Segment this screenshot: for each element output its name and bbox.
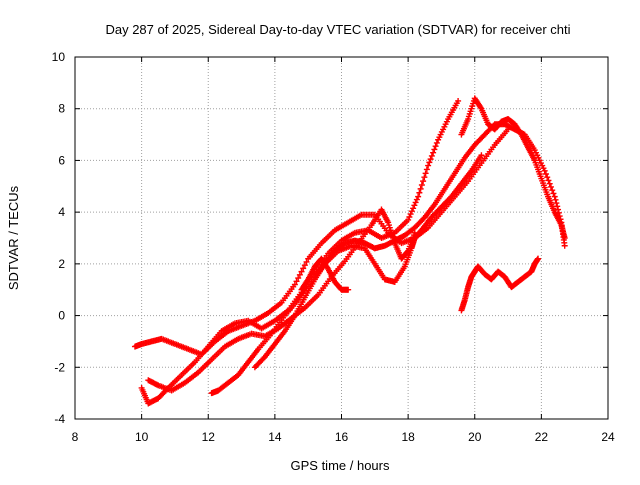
x-tick-label: 12	[202, 430, 216, 444]
data-point-marker	[547, 183, 554, 190]
data-point-marker	[416, 189, 423, 196]
data-point-marker	[421, 174, 428, 181]
tick-layer	[74, 56, 609, 420]
y-tick-label: 8	[58, 102, 65, 116]
data-point-marker	[408, 208, 415, 215]
y-axis-label: SDTVAR / TECUs	[6, 185, 21, 290]
data-point-marker	[423, 166, 430, 173]
y-tick-label: 2	[58, 257, 65, 271]
data-point-marker	[431, 146, 438, 153]
data-point-marker	[412, 199, 419, 206]
data-point-marker	[549, 187, 556, 194]
data-point-marker	[418, 181, 425, 188]
data-point-marker	[405, 216, 412, 223]
data-point-marker	[561, 235, 568, 241]
data-point-marker	[300, 265, 307, 272]
series-track-6	[298, 255, 352, 293]
data-point-marker	[541, 167, 548, 174]
data-point-marker	[415, 193, 422, 200]
data-point-marker	[422, 170, 429, 177]
data-point-marker	[411, 202, 418, 209]
data-point-marker	[293, 278, 300, 285]
data-point-marker	[295, 275, 302, 282]
x-tick-label: 10	[135, 430, 149, 444]
data-point-marker	[433, 139, 440, 146]
chart-title: Day 287 of 2025, Sidereal Day-to-day VTE…	[105, 22, 570, 37]
data-point-marker	[296, 271, 303, 278]
data-point-marker	[553, 200, 560, 207]
data-point-marker	[455, 97, 462, 104]
x-tick-label: 24	[601, 430, 615, 444]
data-point-marker	[550, 190, 557, 197]
data-point-marker	[535, 255, 542, 262]
data-point-marker	[345, 286, 352, 293]
series-track-4	[208, 152, 485, 397]
y-tick-label: -2	[54, 360, 65, 374]
data-point-marker	[303, 258, 310, 265]
y-tick-label: 10	[52, 50, 66, 64]
data-point-marker	[428, 152, 435, 159]
x-tick-label: 8	[72, 430, 79, 444]
data-point-marker	[413, 196, 420, 203]
data-point-marker	[291, 281, 298, 288]
data-point-marker	[551, 193, 558, 200]
x-tick-label: 22	[535, 430, 549, 444]
data-point-marker	[406, 213, 413, 220]
data-point-marker	[561, 242, 568, 249]
x-tick-label: 20	[468, 430, 482, 444]
y-tick-label: 6	[58, 153, 65, 167]
data-point-marker	[430, 149, 437, 156]
data-point-marker	[426, 159, 433, 166]
series-track-8	[458, 255, 542, 314]
x-axis-label: GPS time / hours	[291, 458, 390, 473]
data-point-marker	[425, 162, 432, 169]
data-point-marker	[407, 211, 414, 218]
data-point-marker	[410, 205, 417, 212]
data-point-marker	[427, 156, 434, 163]
data-point-marker	[298, 268, 305, 275]
data-point-marker	[477, 104, 484, 111]
x-tick-label: 16	[335, 430, 349, 444]
data-point-marker	[552, 196, 559, 203]
data-layer	[131, 95, 568, 407]
y-tick-label: 4	[58, 205, 65, 219]
data-point-marker	[545, 177, 552, 184]
data-point-marker	[432, 143, 439, 150]
y-tick-label: 0	[58, 309, 65, 323]
x-tick-label: 18	[401, 430, 415, 444]
data-point-marker	[478, 152, 485, 159]
y-tick-label: -4	[54, 412, 65, 426]
x-tick-label: 14	[268, 430, 282, 444]
data-point-marker	[546, 180, 553, 187]
data-point-marker	[420, 178, 427, 185]
data-point-marker	[544, 174, 551, 181]
data-point-marker	[417, 185, 424, 192]
data-point-marker	[301, 262, 308, 269]
series-track-7	[458, 95, 568, 241]
data-point-marker	[542, 171, 549, 178]
